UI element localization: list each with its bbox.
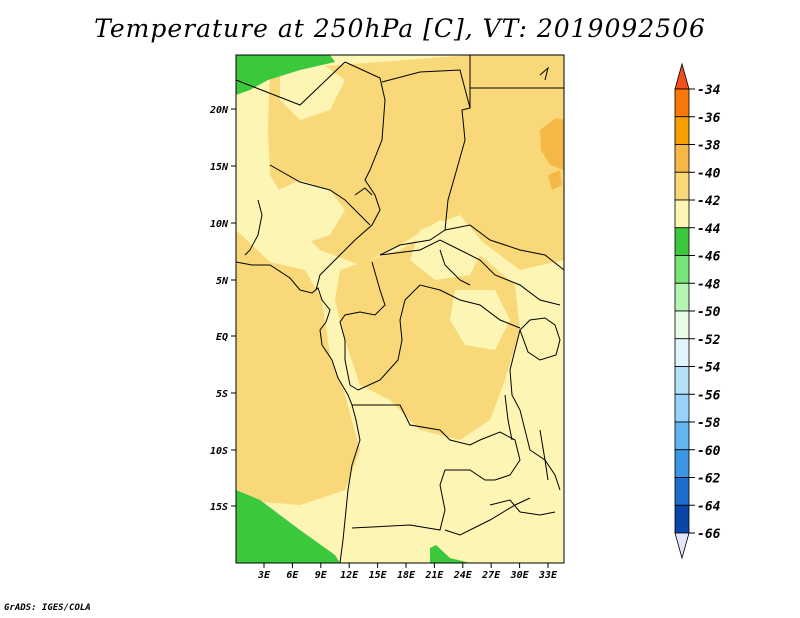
field-light-patch-3 [450,290,510,350]
lon-tick-label: 33E [538,570,558,581]
coastlines-and-borders [235,55,565,564]
colorbar-label: -48 [697,277,721,292]
coast-red-sea [539,66,549,81]
colorbar-segment [674,338,690,367]
border-central [439,249,471,286]
colorbar-label: -66 [697,527,721,542]
lon-tick-label: 18E [397,570,416,581]
lake-chad [354,187,373,196]
colorbar-segment [674,282,690,312]
border-angola-south [351,469,495,531]
lon-tick-label: 9E [315,570,328,581]
border-zimbabwe [489,499,521,513]
lon-tick-label: 12E [340,570,359,581]
colorbar-segment [674,144,690,173]
border-congo-drc [404,284,521,329]
colorbar-label: -50 [697,305,721,320]
border-nigeria-north [269,164,371,226]
field-west-coast [236,230,360,505]
lat-tick-label: 10S [210,446,228,457]
field-sahara [268,55,564,270]
atlantic-coastline [235,261,361,564]
colorbar-label: -64 [697,499,721,514]
colorbar-label: -62 [697,472,721,487]
border-niger-nigeria [315,61,386,291]
field-light-patch-4 [280,62,345,120]
colorbar-segment [674,310,690,340]
colorbar-label: -34 [697,83,721,98]
colorbar-segment [674,393,690,423]
lat-tick-label: 5S [216,389,228,400]
lat-tick-label: 15S [210,502,228,513]
field-warm-patch-1 [540,118,564,170]
colorbar-segment [674,171,690,201]
border-south-sudan [444,224,565,271]
colorbar-label: -56 [697,388,721,403]
lon-tick-label: 21E [424,570,444,581]
border-mali-niger [235,61,346,106]
colorbar-segment [674,421,690,451]
lon-tick-label: 24E [453,570,473,581]
colorbar-segment [674,116,690,145]
colorbar-label: -58 [697,416,721,431]
field-cold-northwest [236,55,335,95]
colorbar-segment [674,366,690,395]
border-angola-drc [352,404,521,481]
lon-tick-label: 3E [257,570,271,581]
colorbar-segment [674,477,690,506]
colorbar-label: -46 [697,250,721,265]
border-congo-river [357,299,406,391]
colorbar-label: -40 [697,166,721,181]
field-cold-southwest [236,490,340,563]
map-frame [235,54,565,564]
colorbar-segment [674,504,690,534]
colorbar-label: -42 [697,194,721,209]
colorbar-label: -36 [697,111,721,126]
lon-tick-label: 27E [481,570,501,581]
field-light-patch-2 [410,215,485,280]
colorbar-label: -38 [697,139,721,154]
colorbar-top-arrow [674,62,690,90]
lat-tick-label: 15N [210,162,229,173]
colorbar-label: -52 [697,333,721,348]
border-car-drc [379,239,561,306]
lon-tick-label: 15E [369,570,388,581]
lake-victoria [519,317,561,361]
field-congo-basin [335,225,520,440]
field-light-patch-1 [268,180,345,245]
lake-kariba [519,511,556,516]
colorbar-label: -54 [697,361,721,376]
map-panel: 20N 15N 10N 5N EQ 5S 10S 15S 3E 6E 9E 12E 15E 18E 21E 2… [209,54,565,581]
colorbar-segment [674,255,690,284]
axis-ticks: 20N 15N 10N 5N EQ 5S 10S 15S 3E 6E 9E 12E 15E 18E 21E 2… [209,105,558,581]
border-rift-lakes [509,329,561,491]
border-ghana [244,199,263,256]
lon-tick-label: 6E [286,570,299,581]
colorbar-bottom-arrow [674,532,690,560]
border-cameroon-gabon [339,261,386,391]
lat-tick-label: 10N [210,219,229,230]
border-chad [379,69,471,256]
lake-tanganyika [504,394,513,441]
border-zambia-south [444,497,531,536]
lake-malawi [539,429,549,481]
colorbar-segment [674,88,690,118]
colorbar: -34 -36 -38 -40 -42 -44 -46 -48 -50 -52 -54 -56 -58 -… [674,62,721,560]
lon-tick-label: 30E [510,570,530,581]
colorbar-label: -60 [697,444,721,459]
lat-tick-label: 20N [209,105,229,116]
colorbar-label: -44 [697,222,721,237]
field-warm-patch-2 [548,170,562,190]
colorbar-segment [674,199,690,229]
grads-credit: GrADS: IGES/COLA [4,603,91,613]
lat-tick-label: 5N [216,276,229,287]
lat-tick-label: EQ [216,332,228,343]
colorbar-segment [674,449,690,478]
map-title: Temperature at 250hPa [C], VT: 201909250… [94,14,706,43]
field-cold-south [430,545,470,563]
colorbar-segment [674,227,690,256]
